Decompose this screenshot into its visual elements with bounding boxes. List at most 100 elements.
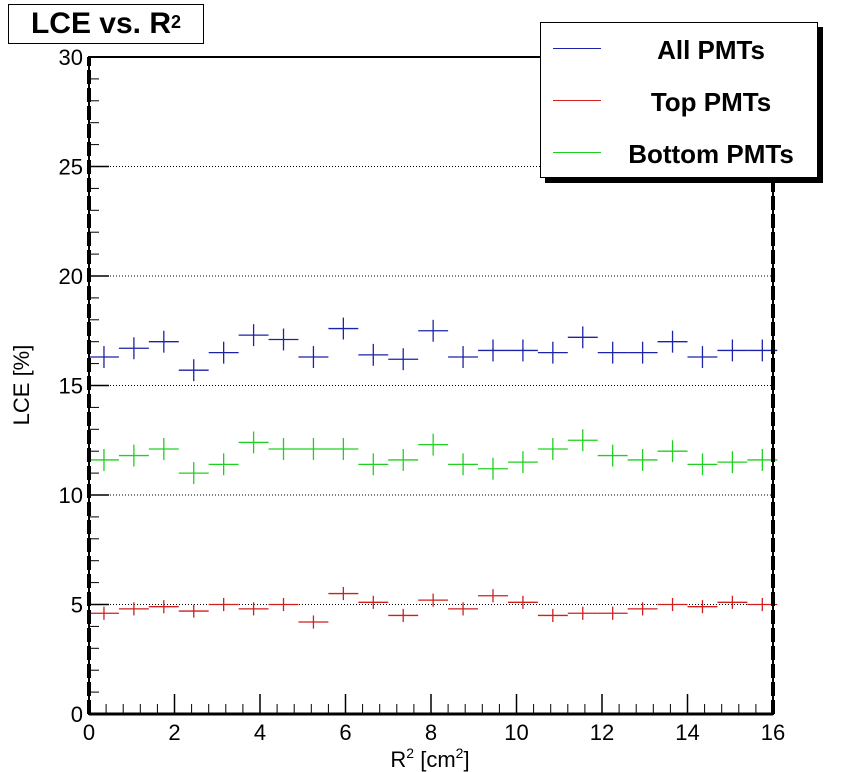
y-tick-label: 15	[59, 374, 83, 399]
tick-labels: 0 5 10 15 20 25 30 0 2 4 6 8 10 12 14 16	[59, 45, 786, 745]
data-point-bottom-pmts	[268, 438, 299, 460]
chart-title-text: LCE vs. R	[30, 7, 172, 40]
data-point-top-pmts	[478, 589, 508, 603]
data-point-bottom-pmts	[687, 453, 718, 476]
x-tick-label: 8	[425, 720, 437, 745]
y-tick-label: 25	[59, 155, 83, 180]
y-tick-label: 20	[59, 264, 83, 289]
data-point-all-pmts	[448, 346, 479, 368]
x-tick-label: 14	[675, 720, 699, 745]
legend-entry-all-pmts: All PMTs	[541, 23, 817, 75]
data-point-bottom-pmts	[208, 453, 239, 476]
data-point-bottom-pmts	[328, 438, 359, 460]
data-point-bottom-pmts	[537, 438, 568, 460]
legend-line-top-pmts	[553, 100, 601, 101]
x-tick-label: 16	[761, 720, 785, 745]
y-axis-title: LCE [%]	[9, 345, 34, 426]
data-point-bottom-pmts	[238, 431, 269, 454]
data-point-all-pmts	[148, 330, 179, 353]
data-point-bottom-pmts	[567, 429, 598, 452]
x-tick-label: 0	[83, 720, 95, 745]
data-point-top-pmts	[238, 602, 269, 616]
series-bottom-pmts	[89, 429, 778, 485]
data-point-top-pmts	[298, 615, 329, 629]
data-point-all-pmts	[328, 317, 359, 340]
y-tick-label: 10	[59, 483, 83, 508]
x-tick-label: 6	[339, 720, 351, 745]
data-point-top-pmts	[418, 593, 449, 607]
x-axis-title: R2 [cm2]	[390, 745, 469, 772]
data-point-all-pmts	[507, 339, 538, 362]
data-point-all-pmts	[89, 346, 119, 368]
y-gridlines	[89, 166, 773, 605]
data-point-top-pmts	[448, 602, 479, 616]
data-point-bottom-pmts	[717, 451, 748, 474]
data-point-all-pmts	[418, 319, 449, 342]
series-all-pmts	[89, 317, 778, 382]
chart-title-superscript: 2	[171, 11, 182, 32]
data-point-bottom-pmts	[507, 451, 538, 474]
data-point-top-pmts	[567, 606, 598, 620]
data-point-bottom-pmts	[118, 444, 149, 467]
legend-entry-bottom-pmts: Bottom PMTs	[541, 127, 817, 179]
data-point-bottom-pmts	[448, 453, 479, 476]
legend: All PMTs Top PMTs Bottom PMTs	[540, 22, 818, 178]
data-point-all-pmts	[178, 359, 209, 382]
y-tick-label: 30	[59, 45, 83, 70]
data-point-bottom-pmts	[627, 449, 658, 471]
data-point-all-pmts	[717, 339, 748, 362]
data-point-bottom-pmts	[148, 438, 179, 460]
y-tick-label: 5	[71, 593, 83, 618]
legend-label-bottom-pmts: Bottom PMTs	[628, 139, 794, 169]
data-point-top-pmts	[118, 602, 149, 616]
data-point-all-pmts	[238, 324, 269, 347]
data-point-bottom-pmts	[597, 444, 628, 467]
series-top-pmts	[89, 586, 778, 629]
data-point-all-pmts	[478, 339, 508, 362]
data-point-top-pmts	[358, 595, 389, 609]
data-point-all-pmts	[627, 341, 658, 364]
legend-label-all-pmts: All PMTs	[657, 35, 765, 65]
y-tick-label: 0	[71, 702, 83, 727]
data-point-bottom-pmts	[478, 457, 508, 480]
data-point-bottom-pmts	[388, 449, 419, 471]
data-point-all-pmts	[537, 341, 568, 364]
data-point-all-pmts	[388, 348, 419, 371]
data-point-all-pmts	[567, 326, 598, 349]
data-point-top-pmts	[328, 586, 359, 601]
data-point-all-pmts	[208, 341, 239, 364]
data-point-bottom-pmts	[178, 462, 209, 485]
legend-line-all-pmts	[553, 48, 601, 49]
x-tick-label: 2	[168, 720, 180, 745]
data-point-top-pmts	[208, 597, 239, 612]
data-point-top-pmts	[537, 608, 568, 623]
x-tick-label: 12	[590, 720, 614, 745]
data-point-all-pmts	[687, 346, 718, 368]
data-point-all-pmts	[597, 341, 628, 364]
data-point-bottom-pmts	[358, 453, 389, 476]
data-point-all-pmts	[118, 337, 149, 360]
data-point-top-pmts	[388, 608, 419, 623]
data-point-all-pmts	[268, 328, 299, 351]
legend-line-bottom-pmts	[553, 152, 601, 153]
data-point-bottom-pmts	[418, 433, 449, 456]
data-point-top-pmts	[148, 600, 179, 614]
data-point-top-pmts	[268, 597, 299, 612]
data-point-top-pmts	[657, 597, 688, 612]
data-point-top-pmts	[717, 595, 748, 609]
data-point-top-pmts	[627, 602, 658, 616]
data-point-top-pmts	[89, 606, 119, 620]
data-point-bottom-pmts	[298, 438, 329, 460]
data-point-bottom-pmts	[89, 449, 119, 471]
data-point-top-pmts	[507, 595, 538, 609]
data-point-top-pmts	[178, 604, 209, 618]
legend-entry-top-pmts: Top PMTs	[541, 75, 817, 127]
data-point-bottom-pmts	[657, 440, 688, 463]
x-tick-label: 10	[504, 720, 528, 745]
data-points	[89, 317, 778, 629]
data-point-all-pmts	[358, 343, 389, 366]
legend-label-top-pmts: Top PMTs	[650, 87, 772, 117]
x-tick-label: 4	[254, 720, 266, 745]
